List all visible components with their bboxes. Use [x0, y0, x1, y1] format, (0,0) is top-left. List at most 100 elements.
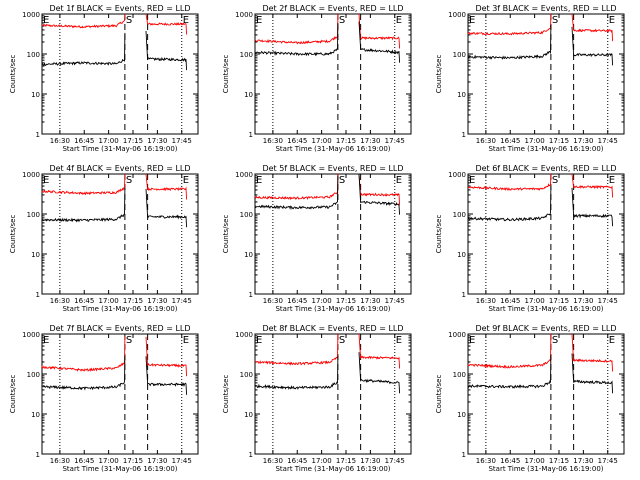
lld-series-line: [145, 336, 188, 377]
marker-label: S: [552, 335, 558, 346]
x-tick-label: 17:15: [549, 297, 569, 305]
x-tick-label: 17:15: [123, 137, 143, 145]
detector-panel: Det 7f BLACK = Events, RED = LLD 1 10 100 10…: [9, 324, 199, 473]
y-tick-label: 10: [244, 91, 253, 99]
y-tick-label: 100: [453, 51, 466, 59]
x-tick-label: 16:45: [500, 137, 520, 145]
events-series-line: [571, 353, 614, 394]
marker-label: E: [256, 335, 262, 346]
detector-panel: Det 1f BLACK = Events, RED = LLD 1 10 100 10…: [9, 4, 199, 153]
x-axis-label: Start Time (31-May-06 16:19:00): [488, 305, 603, 313]
x-tick-label: 17:45: [172, 137, 192, 145]
x-tick-label: 16:45: [287, 457, 307, 465]
marker-label: E: [396, 335, 402, 346]
y-tick-label: 100: [27, 211, 40, 219]
x-tick-label: 16:45: [74, 297, 94, 305]
marker-label: E: [609, 15, 615, 26]
y-tick-label: 100: [453, 371, 466, 379]
y-tick-label: 1: [249, 291, 253, 299]
y-tick-label: 100: [240, 371, 253, 379]
marker-label: E: [43, 175, 49, 186]
lld-series-line: [358, 333, 401, 369]
marker-label: S: [126, 175, 132, 186]
x-tick-label: 16:30: [263, 137, 283, 145]
y-axis-label: Counts/sec: [222, 215, 230, 254]
x-tick-label: 17:00: [312, 297, 332, 305]
plot-frame: [467, 13, 625, 135]
events-series-line: [467, 24, 552, 60]
marker-label: E: [609, 335, 615, 346]
marker-label: E: [256, 175, 262, 186]
x-axis-label: Start Time (31-May-06 16:19:00): [275, 145, 390, 153]
events-series-line: [41, 187, 126, 223]
panel-title: Det 9f BLACK = Events, RED = LLD: [475, 324, 616, 333]
events-series-line: [145, 356, 188, 395]
y-tick-label: 1: [36, 451, 40, 459]
lld-series-line: [41, 13, 126, 29]
x-tick-label: 17:30: [360, 457, 380, 465]
x-axis-label: Start Time (31-May-06 16:19:00): [275, 305, 390, 313]
y-tick-label: 10: [244, 411, 253, 419]
x-tick-label: 17:00: [99, 137, 119, 145]
x-tick-label: 16:45: [287, 137, 307, 145]
marker-label: E: [256, 15, 262, 26]
x-tick-label: 17:45: [385, 137, 405, 145]
y-tick-label: 100: [453, 211, 466, 219]
x-tick-label: 17:30: [360, 137, 380, 145]
x-axis-label: Start Time (31-May-06 16:19:00): [275, 465, 390, 473]
marker-label: S: [552, 15, 558, 26]
x-tick-label: 17:30: [147, 137, 167, 145]
events-series-line: [145, 188, 188, 228]
x-tick-label: 17:45: [598, 297, 618, 305]
y-tick-label: 1: [36, 131, 40, 139]
y-axis-label: Counts/sec: [435, 375, 443, 414]
y-tick-label: 1000: [448, 331, 466, 339]
lld-series-line: [41, 173, 126, 196]
x-tick-label: 17:15: [549, 457, 569, 465]
y-axis-label: Counts/sec: [435, 215, 443, 254]
panel-title: Det 3f BLACK = Events, RED = LLD: [475, 4, 616, 13]
x-tick-label: 17:00: [312, 457, 332, 465]
y-tick-label: 1: [462, 451, 466, 459]
y-tick-label: 1000: [235, 11, 253, 19]
detector-panel: Det 9f BLACK = Events, RED = LLD 1 10 100 10…: [435, 324, 625, 473]
lld-series-line: [467, 13, 552, 36]
lld-series-line: [571, 13, 614, 42]
detector-panel: Det 6f BLACK = Events, RED = LLD 1 10 100 10…: [435, 164, 625, 313]
x-tick-label: 17:45: [172, 297, 192, 305]
marker-label: E: [469, 335, 475, 346]
lld-series-line: [571, 333, 614, 372]
x-tick-label: 16:30: [263, 457, 283, 465]
x-tick-label: 16:30: [476, 297, 496, 305]
y-tick-label: 10: [244, 251, 253, 259]
marker-label: E: [183, 15, 189, 26]
detector-panel: Det 4f BLACK = Events, RED = LLD 1 10 100 10…: [9, 164, 199, 313]
panel-title: Det 4f BLACK = Events, RED = LLD: [49, 164, 190, 173]
x-tick-label: 17:15: [336, 137, 356, 145]
events-series-line: [254, 355, 339, 390]
y-axis-label: Counts/sec: [435, 55, 443, 94]
lld-series-line: [467, 173, 552, 192]
x-tick-label: 16:30: [476, 137, 496, 145]
lld-series-line: [145, 13, 188, 35]
lld-series-line: [254, 173, 339, 201]
y-tick-label: 1000: [22, 11, 40, 19]
y-axis-label: Counts/sec: [222, 55, 230, 94]
events-series-line: [42, 32, 126, 66]
y-tick-label: 1: [249, 131, 253, 139]
x-tick-label: 17:30: [573, 297, 593, 305]
events-series-line: [254, 22, 339, 57]
marker-label: E: [183, 335, 189, 346]
lld-series-line: [358, 173, 401, 206]
y-tick-label: 1000: [448, 171, 466, 179]
y-axis-label: Counts/sec: [9, 375, 17, 414]
events-series-line: [41, 355, 126, 391]
panel-title: Det 8f BLACK = Events, RED = LLD: [262, 324, 403, 333]
panel-title: Det 5f BLACK = Events, RED = LLD: [262, 164, 403, 173]
events-series-line: [467, 186, 552, 222]
x-axis-label: Start Time (31-May-06 16:19:00): [488, 145, 603, 153]
y-axis-label: Counts/sec: [222, 375, 230, 414]
x-tick-label: 17:15: [336, 457, 356, 465]
y-axis-label: Counts/sec: [9, 215, 17, 254]
